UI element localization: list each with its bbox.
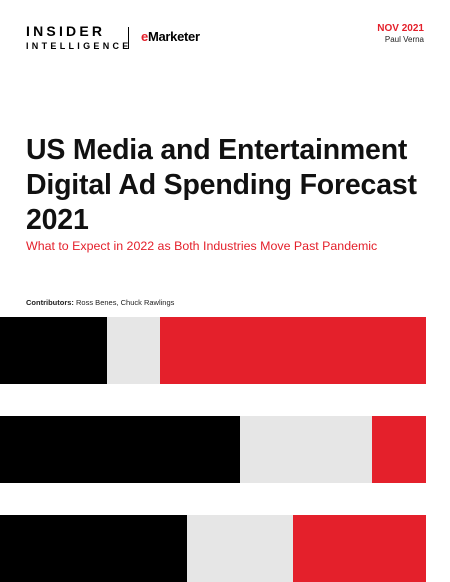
logo-divider	[128, 27, 129, 49]
logo-line-insider: INSIDER	[26, 23, 106, 39]
insider-intelligence-logo: INSIDER INTELLIGENCE	[26, 24, 132, 51]
report-author: Paul Verna	[384, 35, 424, 44]
decorative-bar-row-2	[0, 416, 426, 483]
bar-segment-gray	[107, 317, 160, 384]
emarketer-logo: eMarketer	[141, 30, 200, 43]
contributors-label: Contributors:	[26, 298, 74, 307]
bar-segment-black	[0, 317, 107, 384]
contributors-names: Ross Benes, Chuck Rawlings	[76, 298, 175, 307]
report-subtitle: What to Expect in 2022 as Both Industrie…	[26, 239, 378, 253]
report-date: NOV 2021	[377, 23, 424, 34]
bar-segment-red	[160, 317, 426, 384]
bar-segment-black	[0, 515, 187, 582]
emarketer-logo-e: e	[141, 29, 148, 44]
contributors-line: Contributors: Ross Benes, Chuck Rawlings	[26, 299, 174, 307]
decorative-bar-row-1	[0, 317, 426, 384]
bar-segment-gray	[240, 416, 372, 483]
decorative-bar-row-3	[0, 515, 426, 582]
logo-line-intelligence: INTELLIGENCE	[26, 41, 132, 51]
report-title: US Media and Entertainment Digital Ad Sp…	[26, 134, 417, 236]
bar-segment-red	[293, 515, 426, 582]
emarketer-logo-text: Marketer	[147, 29, 200, 44]
bar-segment-gray	[187, 515, 293, 582]
bar-segment-black	[0, 416, 240, 483]
bar-segment-red	[372, 416, 426, 483]
